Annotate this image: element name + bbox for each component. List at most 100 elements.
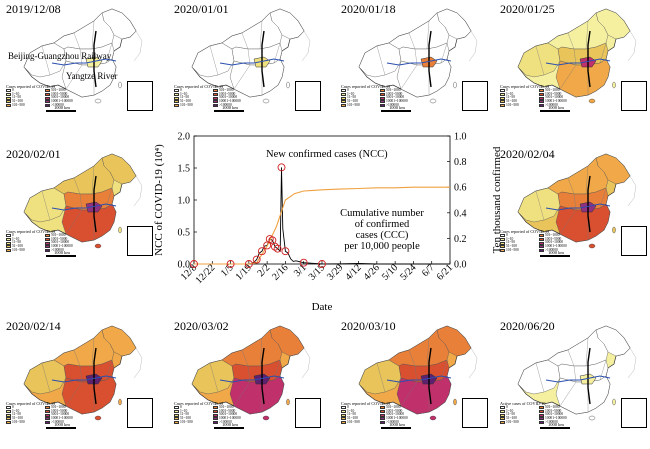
map-panel: 2020/01/25 Cases reported of COVID-19 0 501… [496,1,650,113]
legend-item: 10001~100000 [213,416,250,421]
legend-item: 5001~10000 [539,241,576,245]
legend-item: 1001~5000 [213,92,250,97]
ncc-series-line [194,167,450,265]
legend-item: 1001~5000 [45,409,82,414]
legend-label: 101~500 [12,419,25,424]
ncc-marker [271,242,279,251]
legend-swatch [500,249,505,253]
ccc-annotation-line: of confirmed [355,219,410,230]
scale-label: 1000 km [222,105,238,110]
legend-swatch [45,417,50,421]
scale-bar [46,255,76,257]
legend-label: 1001~5000 [545,236,562,241]
scale-label: 1000 km [222,422,238,427]
legend-swatch [45,100,50,104]
legend-label: 11~50 [347,95,356,100]
legend-label: 5001~10000 [545,240,564,245]
legend-swatch [45,234,50,238]
legend: Cases reported of COVID-19 0 501~1000 1~10 1… [174,84,250,111]
south-china-sea-inset [127,398,153,428]
legend-swatch [500,421,505,425]
ncc-marker [281,247,290,256]
legend-swatch [213,96,218,100]
legend-title: Active cases of COVID-19 [500,401,546,406]
map-panel: 2020/02/14 Cases reported of COVID-19 0 501… [2,318,156,430]
legend-item: 5001~10000 [380,413,417,417]
legend-item: 0 [500,88,537,93]
legend-item: 5001~10000 [213,96,250,100]
ncc-marker [318,260,326,268]
legend-label: 51~100 [347,99,358,104]
legend-item: 101~500 [500,248,537,253]
legend-label: 0 [506,405,508,409]
panel-date: 2020/03/02 [174,319,229,333]
legend-swatch [380,417,385,421]
legend-swatch [45,238,50,242]
legend-label: 10001~100000 [219,99,241,104]
legend-label: 5001~10000 [386,95,405,100]
legend-item: 0 [6,405,43,410]
scale-bar [540,427,570,429]
ncc-marker [277,163,286,172]
legend-item: 0 [174,405,211,410]
legend-swatch [213,410,218,414]
legend-item: 101~500 [341,103,378,108]
legend-item: 10001~100000 [45,99,82,104]
china-map [517,153,637,249]
legend-swatch [539,241,544,245]
legend-title: Cases reported of COVID-19 [500,229,550,234]
panel-date: 2020/01/18 [341,2,396,16]
y2-tick-label: 0.4 [454,208,467,219]
legend-item: 1~10 [174,92,211,97]
legend-item: 501~1000 [380,405,417,410]
legend-label: >100000 [219,102,232,107]
legend-item: 501~1000 [380,88,417,93]
legend-grid: 0 501~1000 1~10 1001~5000 11~50 5001~10000 51~… [500,88,576,108]
legend-label: 1~10 [12,236,20,241]
legend-label: 5001~10000 [51,240,70,245]
legend-swatch [539,417,544,421]
legend-item: 1001~5000 [539,408,576,414]
legend-label: 51~100 [12,244,23,249]
legend-swatch [6,241,11,245]
legend-item: 51~100 [500,416,537,421]
legend-label: 5001~10000 [386,412,405,417]
legend-grid: 0 501~1000 1~10 1001~5000 11~50 5001~10000 51~… [6,233,82,253]
legend-label: 51~100 [506,244,517,249]
south-china-sea-inset [295,81,321,111]
legend: Active cases of COVID-19 0 501~1000 1~10 100… [500,401,576,428]
legend-label: 0 [347,405,349,409]
x-axis-label: Date [312,301,333,313]
scale-label: 1000 km [548,422,564,427]
legend-swatch [500,245,505,249]
legend-item: 1001~5000 [380,92,417,97]
legend-item: 10001~100000 [45,416,82,421]
legend-label: 1~10 [347,408,355,413]
legend-swatch [6,413,11,417]
y2-tick-label: 0.2 [454,234,467,245]
legend-item: 501~1000 [45,233,82,238]
legend-label: >100000 [51,419,64,424]
legend-label: 51~100 [506,99,517,104]
legend-swatch [341,89,346,93]
x-tick-label: 2/2 [255,262,272,279]
panel-date: 2020/02/14 [6,319,61,333]
legend-item: 10001~100000 [45,244,82,249]
legend-title: Cases reported of COVID-19 [6,401,56,406]
legend-item: 0 [500,233,537,238]
x-tick-label: 5/10 [380,262,400,282]
legend-swatch [174,100,179,104]
legend-item: 501~1000 [213,405,250,410]
legend-swatch [380,413,385,417]
legend-label: 1~10 [12,91,20,96]
legend-label: >100000 [545,102,558,107]
legend-item: 1~10 [6,236,43,242]
ccc-annotation-line: per 10,000 people [344,241,420,252]
legend-label: 1~10 [506,408,514,413]
scale-label: 1000 km [548,105,564,110]
legend-label: 0 [180,88,182,92]
panel-date: 2020/03/10 [341,319,396,333]
scale-bar [540,255,570,257]
legend-label: 1001~5000 [545,408,562,413]
river-annotation: Yangtze River [66,71,118,81]
